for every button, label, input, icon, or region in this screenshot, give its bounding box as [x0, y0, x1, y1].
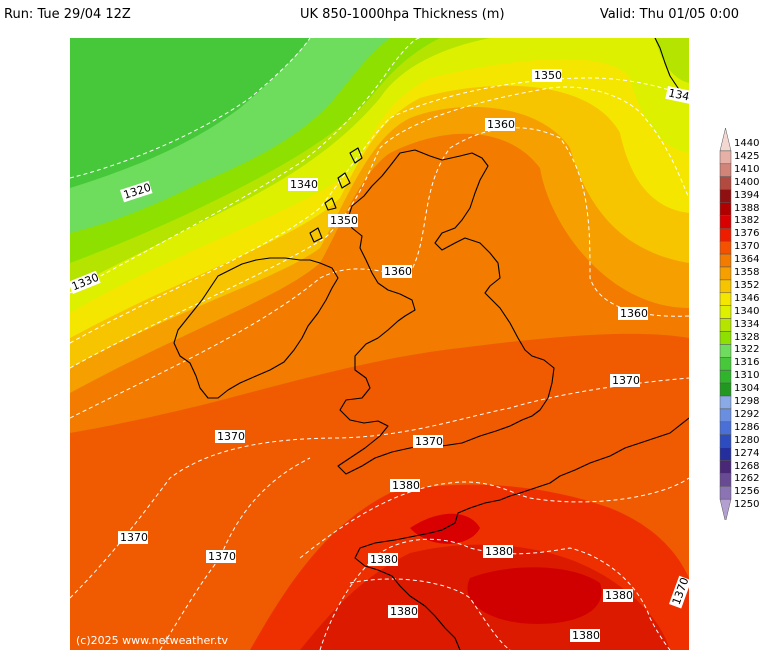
- legend-label-1394: 1394: [734, 189, 759, 201]
- label-1370-west: 1370: [217, 430, 245, 443]
- legend-swatch-1358: [719, 266, 732, 281]
- legend-swatch-1440: [719, 128, 732, 152]
- legend-label-1316: 1316: [734, 357, 759, 369]
- legend-swatch-1262: [719, 473, 732, 487]
- label-1360: 1360: [384, 265, 412, 278]
- legend-swatch-1304: [719, 382, 732, 397]
- legend-swatch-1382: [719, 215, 732, 229]
- legend-swatch-1334: [719, 318, 732, 332]
- label-1360-north: 1360: [487, 118, 515, 131]
- legend-label-1286: 1286: [734, 421, 759, 433]
- band-1382-south: [467, 567, 602, 624]
- legend-label-1352: 1352: [734, 279, 759, 291]
- legend-label-1310: 1310: [734, 370, 759, 382]
- contour-1350: [70, 86, 689, 369]
- legend-swatch-1322: [719, 344, 732, 358]
- label-1370-east: 1370: [612, 374, 640, 387]
- legend-label-1425: 1425: [734, 150, 759, 162]
- legend-label-1322: 1322: [734, 344, 759, 356]
- label-1370-sw: 1370: [120, 531, 148, 544]
- legend-swatch-1394: [719, 189, 732, 203]
- contour-1320-a: [70, 38, 311, 179]
- contour-1380: [319, 538, 671, 650]
- label-1340: 1340: [290, 178, 318, 191]
- legend-swatch-1316: [719, 357, 732, 371]
- color-legend: [719, 128, 732, 520]
- legend-label-1400: 1400: [734, 176, 759, 188]
- legend-swatch-1292: [719, 408, 732, 423]
- legend-swatch-1268: [719, 460, 732, 474]
- legend-swatch-1250: [719, 498, 732, 520]
- legend-swatch-1310: [719, 369, 732, 384]
- label-1370-south: 1370: [208, 550, 236, 563]
- legend-swatch-1346: [719, 292, 732, 306]
- label-1350-north: 1350: [534, 69, 562, 82]
- copyright-credit: (c)2025 www.netweather.tv: [76, 634, 229, 647]
- label-1370-wales: 1370: [415, 435, 443, 448]
- legend-swatch-1298: [719, 395, 732, 410]
- contour-1340-west: [70, 77, 689, 344]
- coast-ireland: [173, 257, 339, 399]
- legend-swatch-1328: [719, 331, 732, 345]
- legend-swatch-1400: [719, 176, 732, 190]
- valid-time-label: Valid: Thu 01/05 0:00: [599, 7, 739, 22]
- legend-label-1292: 1292: [734, 408, 759, 420]
- legend-label-1334: 1334: [734, 318, 759, 330]
- legend-swatch-1425: [719, 150, 732, 165]
- legend-label-1382: 1382: [734, 215, 759, 227]
- legend-label-1376: 1376: [734, 228, 759, 240]
- label-1380-channel: 1380: [392, 479, 420, 492]
- contour-1370-channel: [299, 477, 689, 559]
- coast-scottish-isles: [309, 147, 363, 243]
- legend-swatch-1340: [719, 305, 732, 319]
- contour-labels: 1320 1330 1340 1350 1360 1370 1380 1340 …: [70, 69, 689, 642]
- label-1380-biscay: 1380: [390, 605, 418, 618]
- contour-1330: [70, 38, 421, 294]
- label-1380-paris: 1380: [485, 545, 513, 558]
- legend-swatch-1256: [719, 486, 732, 500]
- legend-swatch-1352: [719, 279, 732, 294]
- legend-label-1410: 1410: [734, 163, 759, 175]
- legend-label-1256: 1256: [734, 486, 759, 498]
- label-1380-brittany: 1380: [370, 553, 398, 566]
- coast-france: [354, 417, 689, 650]
- legend-label-1388: 1388: [734, 202, 759, 214]
- legend-label-1268: 1268: [734, 460, 759, 472]
- legend-swatch-1410: [719, 163, 732, 177]
- legend-label-1340: 1340: [734, 305, 759, 317]
- label-1380-south: 1380: [572, 629, 600, 642]
- legend-label-1364: 1364: [734, 254, 759, 266]
- legend-label-1298: 1298: [734, 396, 759, 407]
- legend-label-1346: 1346: [734, 292, 759, 304]
- label-1350: 1350: [330, 214, 358, 227]
- run-time-label: Run: Tue 29/04 12Z: [4, 7, 131, 22]
- legend-swatch-1370: [719, 240, 732, 255]
- legend-label-1280: 1280: [734, 434, 759, 446]
- legend-label-1328: 1328: [734, 331, 759, 343]
- legend-swatch-1286: [719, 421, 732, 435]
- thickness-map: 1320 1330 1340 1350 1360 1370 1380 1340 …: [70, 38, 689, 650]
- legend-label-1274: 1274: [734, 447, 759, 459]
- label-1380-east: 1380: [605, 589, 633, 602]
- legend-swatch-1280: [719, 434, 732, 448]
- legend-label-1370: 1370: [734, 241, 759, 253]
- legend-label-1358: 1358: [734, 267, 759, 278]
- contour-1360: [70, 127, 689, 419]
- legend-swatch-1274: [719, 447, 732, 461]
- band-1316: [70, 38, 310, 188]
- legend-label-1304: 1304: [734, 383, 759, 395]
- legend-label-1440: 1440: [734, 138, 759, 149]
- legend-swatch-1388: [719, 202, 732, 216]
- legend-label-1262: 1262: [734, 473, 759, 485]
- legend-swatch-1376: [719, 228, 732, 242]
- legend-swatch-1364: [719, 253, 732, 268]
- chart-title: UK 850-1000hpa Thickness (m): [300, 7, 505, 22]
- legend-label-1250: 1250: [734, 499, 759, 511]
- contour-1380-inner: [349, 578, 511, 650]
- contour-1370-south: [159, 457, 311, 650]
- contour-1370: [70, 377, 689, 599]
- label-1360-east: 1360: [620, 307, 648, 320]
